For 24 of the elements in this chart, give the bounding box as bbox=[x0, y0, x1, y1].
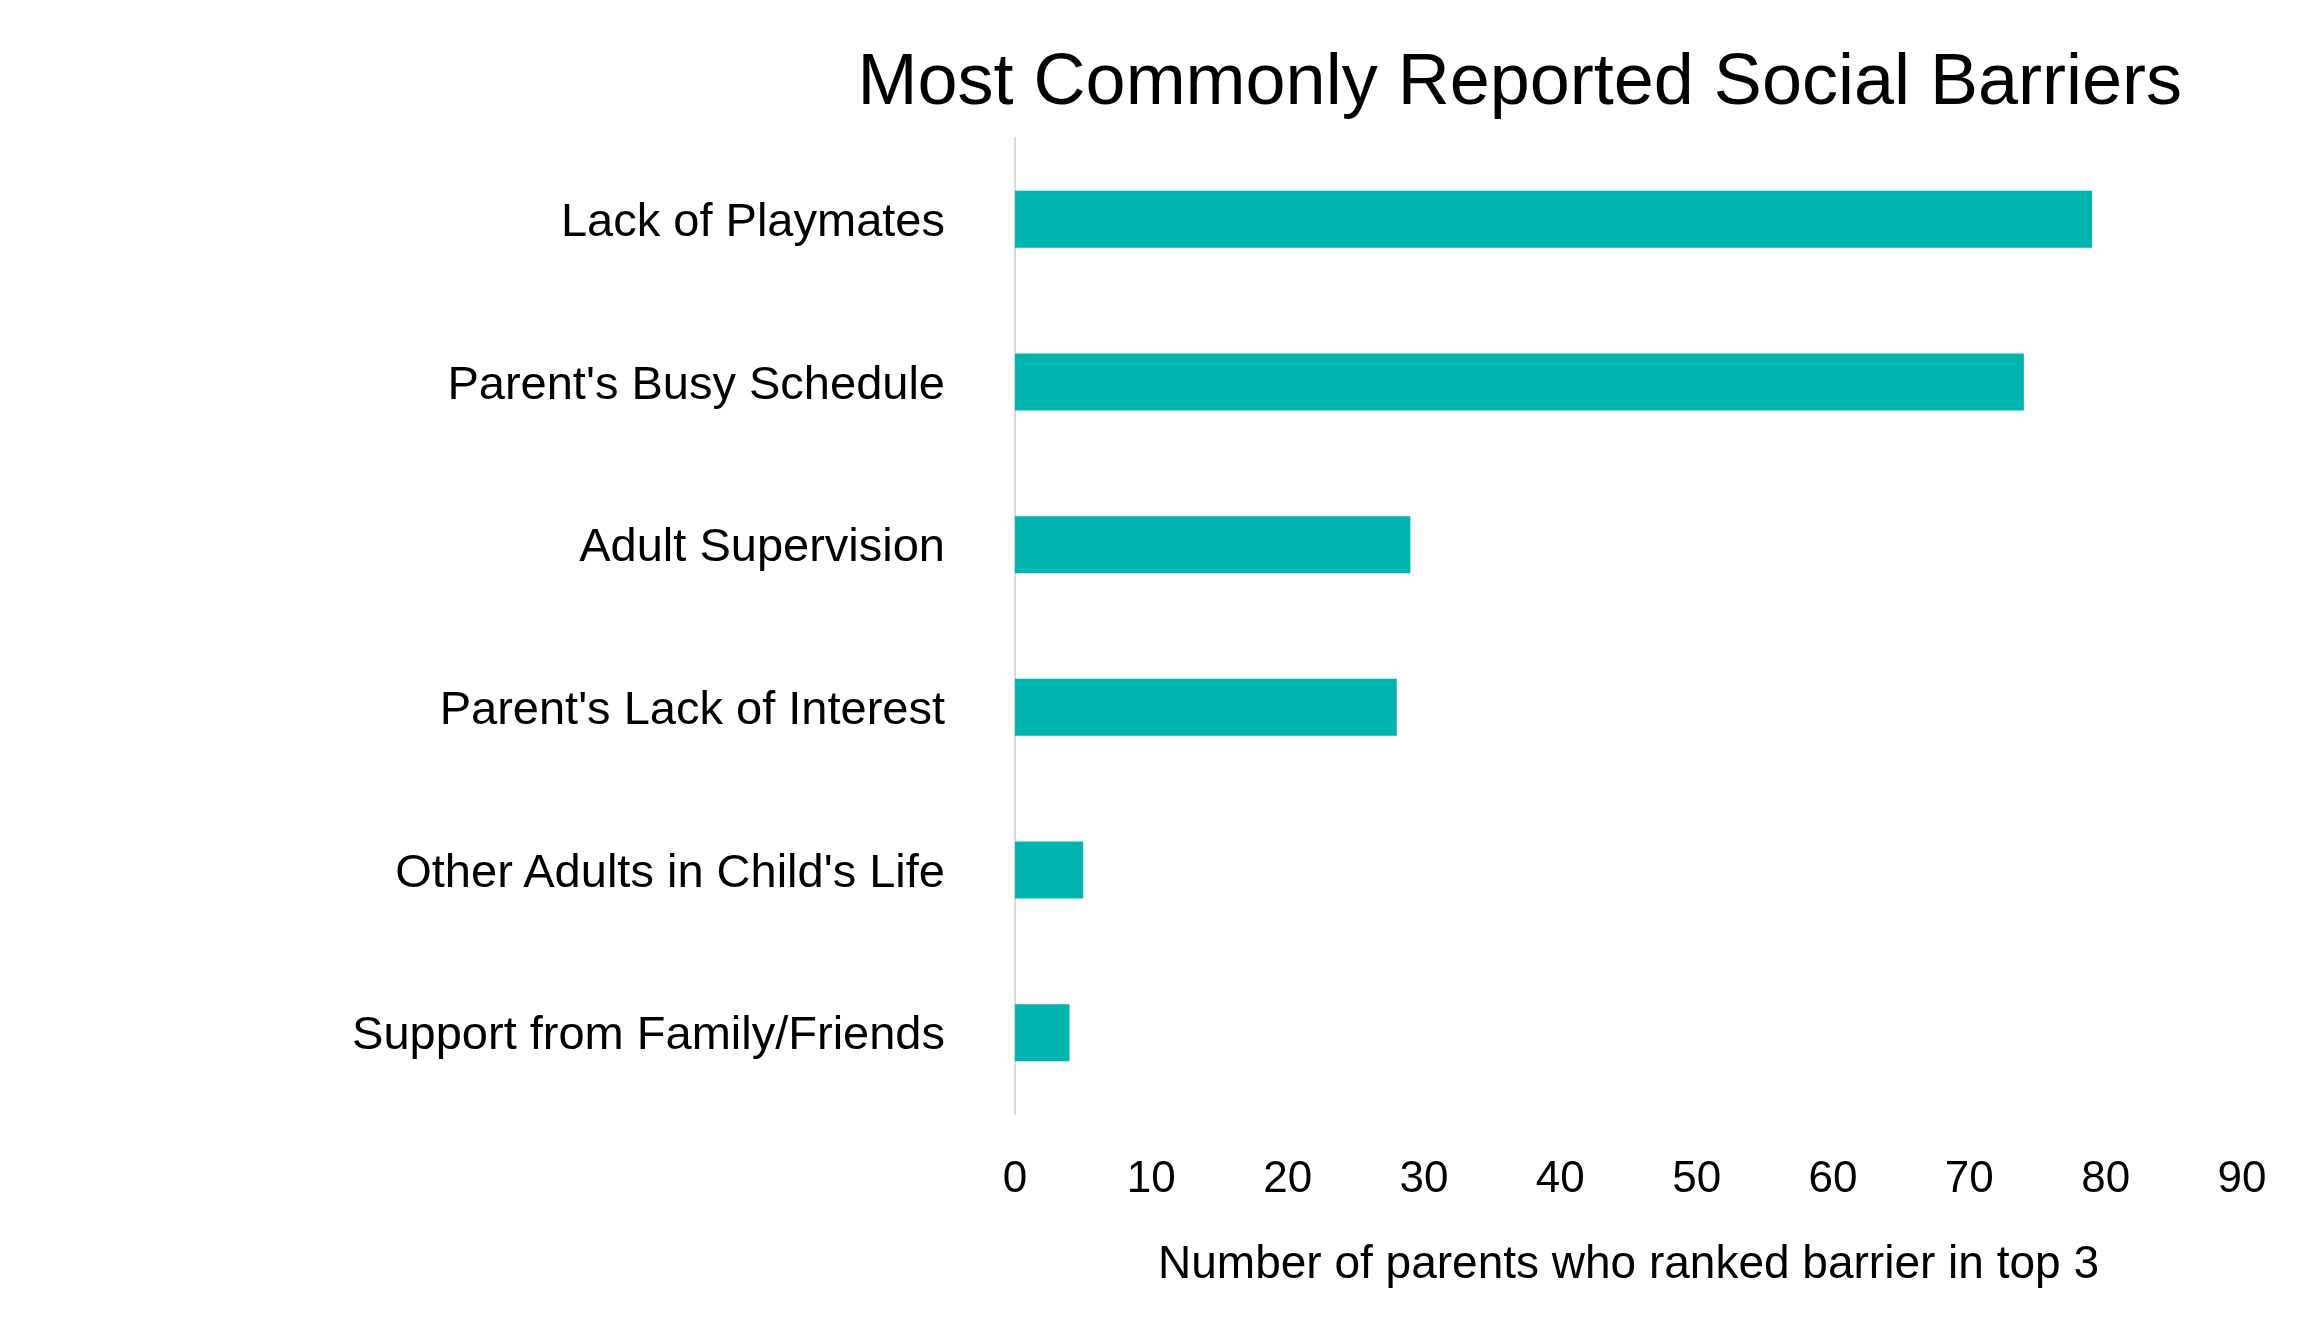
x-tick-label: 90 bbox=[2217, 1151, 2267, 1201]
x-tick-label: 20 bbox=[1263, 1151, 1313, 1201]
bar bbox=[1015, 678, 1397, 736]
bar bbox=[1015, 841, 1084, 899]
x-tick-label: 10 bbox=[1126, 1151, 1176, 1201]
x-tick-label: 50 bbox=[1672, 1151, 1722, 1201]
bar bbox=[1015, 1004, 1070, 1062]
y-tick-label: Other Adults in Child's Life bbox=[395, 843, 945, 897]
x-tick-label: 70 bbox=[1944, 1151, 1994, 1201]
x-tick-label: 60 bbox=[1808, 1151, 1858, 1201]
y-tick-label: Lack of Playmates bbox=[560, 192, 945, 246]
bar bbox=[1015, 516, 1411, 574]
bar bbox=[1015, 190, 2093, 248]
y-tick-label: Parent's Busy Schedule bbox=[447, 355, 945, 409]
x-tick-label: 0 bbox=[1002, 1151, 1028, 1201]
x-tick-label: 80 bbox=[2081, 1151, 2131, 1201]
y-tick-label: Support from Family/Friends bbox=[352, 1006, 945, 1060]
bar bbox=[1015, 353, 2024, 411]
x-tick-label: 30 bbox=[1399, 1151, 1449, 1201]
y-tick-label: Adult Supervision bbox=[579, 518, 945, 572]
x-axis-title: Number of parents who ranked barrier in top 3 bbox=[1158, 1236, 2099, 1288]
chart-title: Most Commonly Reported Social Barriers bbox=[857, 39, 2183, 119]
x-tick-label: 40 bbox=[1535, 1151, 1585, 1201]
y-tick-label: Parent's Lack of Interest bbox=[439, 680, 945, 734]
